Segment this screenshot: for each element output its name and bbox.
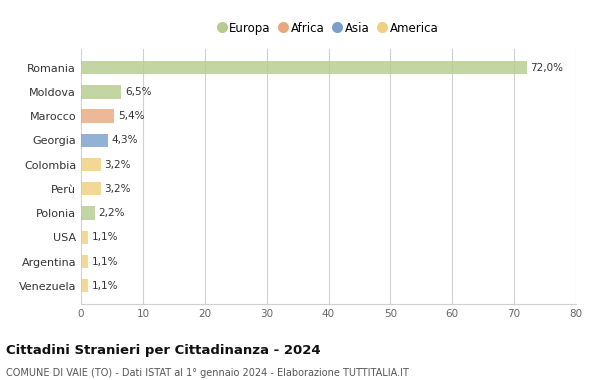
Text: 5,4%: 5,4% — [118, 111, 145, 121]
Text: 4,3%: 4,3% — [112, 135, 138, 145]
Text: 1,1%: 1,1% — [92, 232, 118, 242]
Text: 6,5%: 6,5% — [125, 87, 151, 97]
Text: 3,2%: 3,2% — [104, 160, 131, 169]
Bar — [81, 255, 88, 268]
Text: 1,1%: 1,1% — [92, 256, 118, 266]
Bar — [81, 182, 101, 195]
Text: COMUNE DI VAIE (TO) - Dati ISTAT al 1° gennaio 2024 - Elaborazione TUTTITALIA.IT: COMUNE DI VAIE (TO) - Dati ISTAT al 1° g… — [6, 368, 409, 378]
Bar — [81, 279, 88, 293]
Legend: Europa, Africa, Asia, America: Europa, Africa, Asia, America — [214, 17, 443, 40]
Bar — [81, 231, 88, 244]
Text: 72,0%: 72,0% — [530, 63, 563, 73]
Bar — [81, 109, 115, 123]
Bar — [81, 206, 95, 220]
Bar — [81, 134, 107, 147]
Text: 3,2%: 3,2% — [104, 184, 131, 194]
Text: 1,1%: 1,1% — [92, 281, 118, 291]
Bar — [81, 85, 121, 98]
Text: 2,2%: 2,2% — [98, 208, 125, 218]
Bar — [81, 158, 101, 171]
Bar — [81, 61, 527, 74]
Text: Cittadini Stranieri per Cittadinanza - 2024: Cittadini Stranieri per Cittadinanza - 2… — [6, 344, 320, 357]
